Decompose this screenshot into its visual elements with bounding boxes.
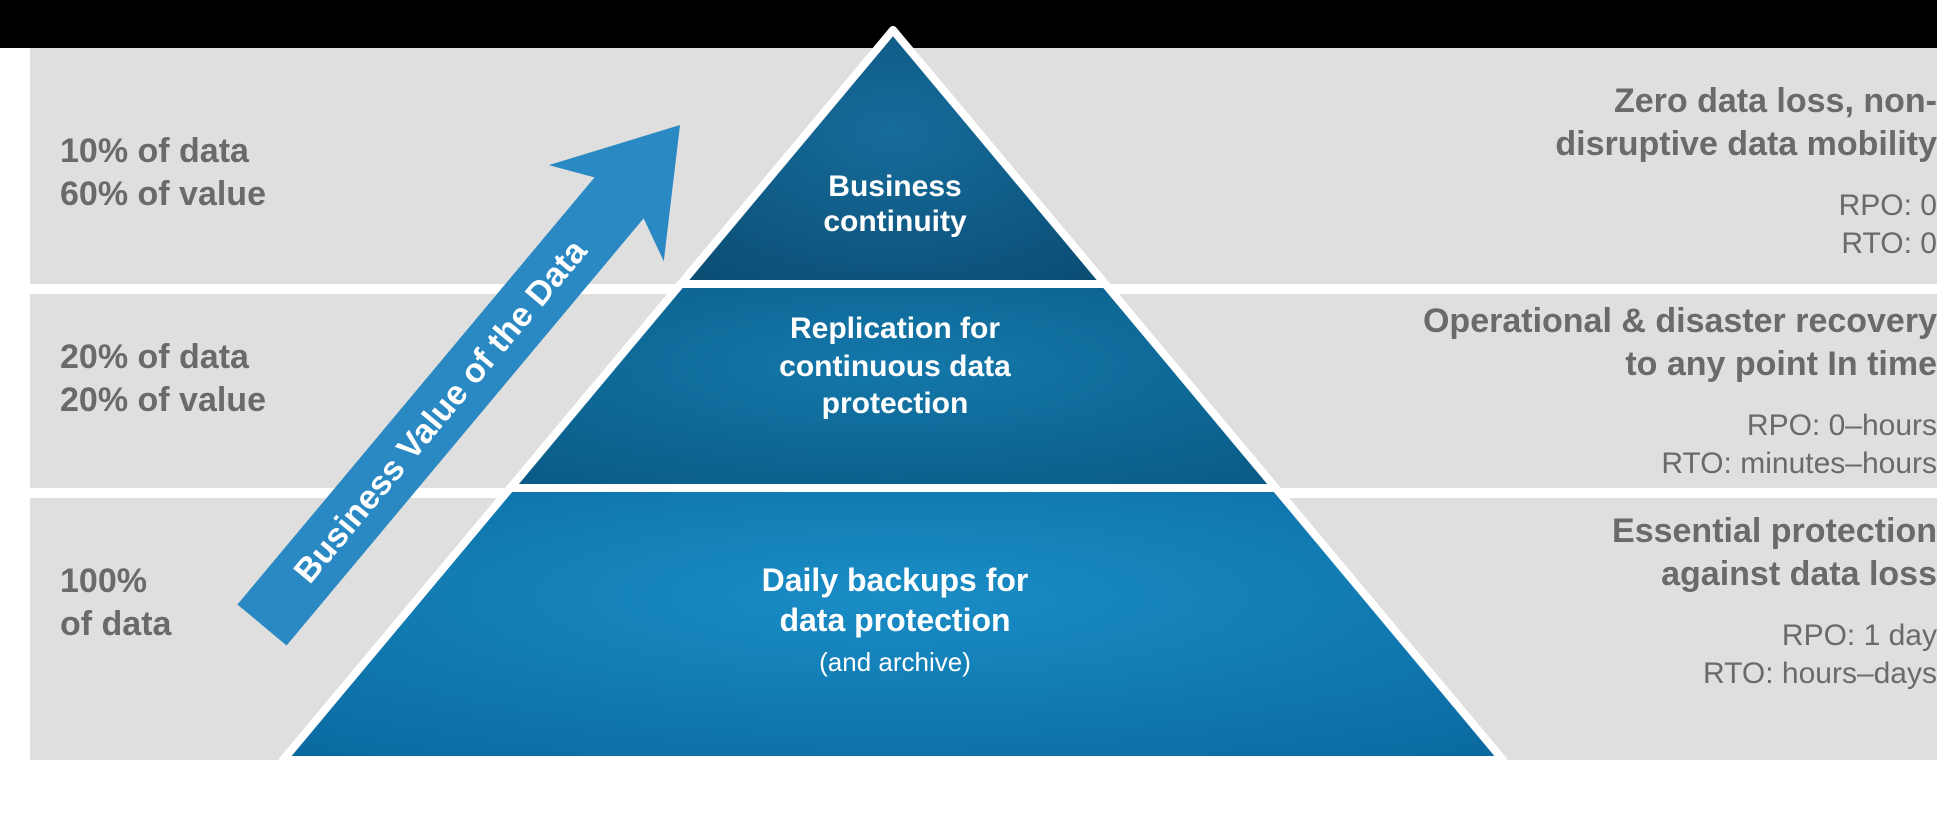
pyramid-label-bot-sub: (and archive) (620, 646, 1170, 679)
diagram-stage: 10% of data 60% of value 20% of data 20%… (0, 0, 1937, 824)
pyramid-label-bot: Daily backups for data protection (and a… (620, 560, 1170, 679)
pyramid-label-top: Business continuity (770, 170, 1020, 239)
pyramid-label-mid: Replication for continuous data protecti… (700, 310, 1090, 423)
pyramid-label-bot-main: Daily backups for data protection (762, 562, 1029, 638)
